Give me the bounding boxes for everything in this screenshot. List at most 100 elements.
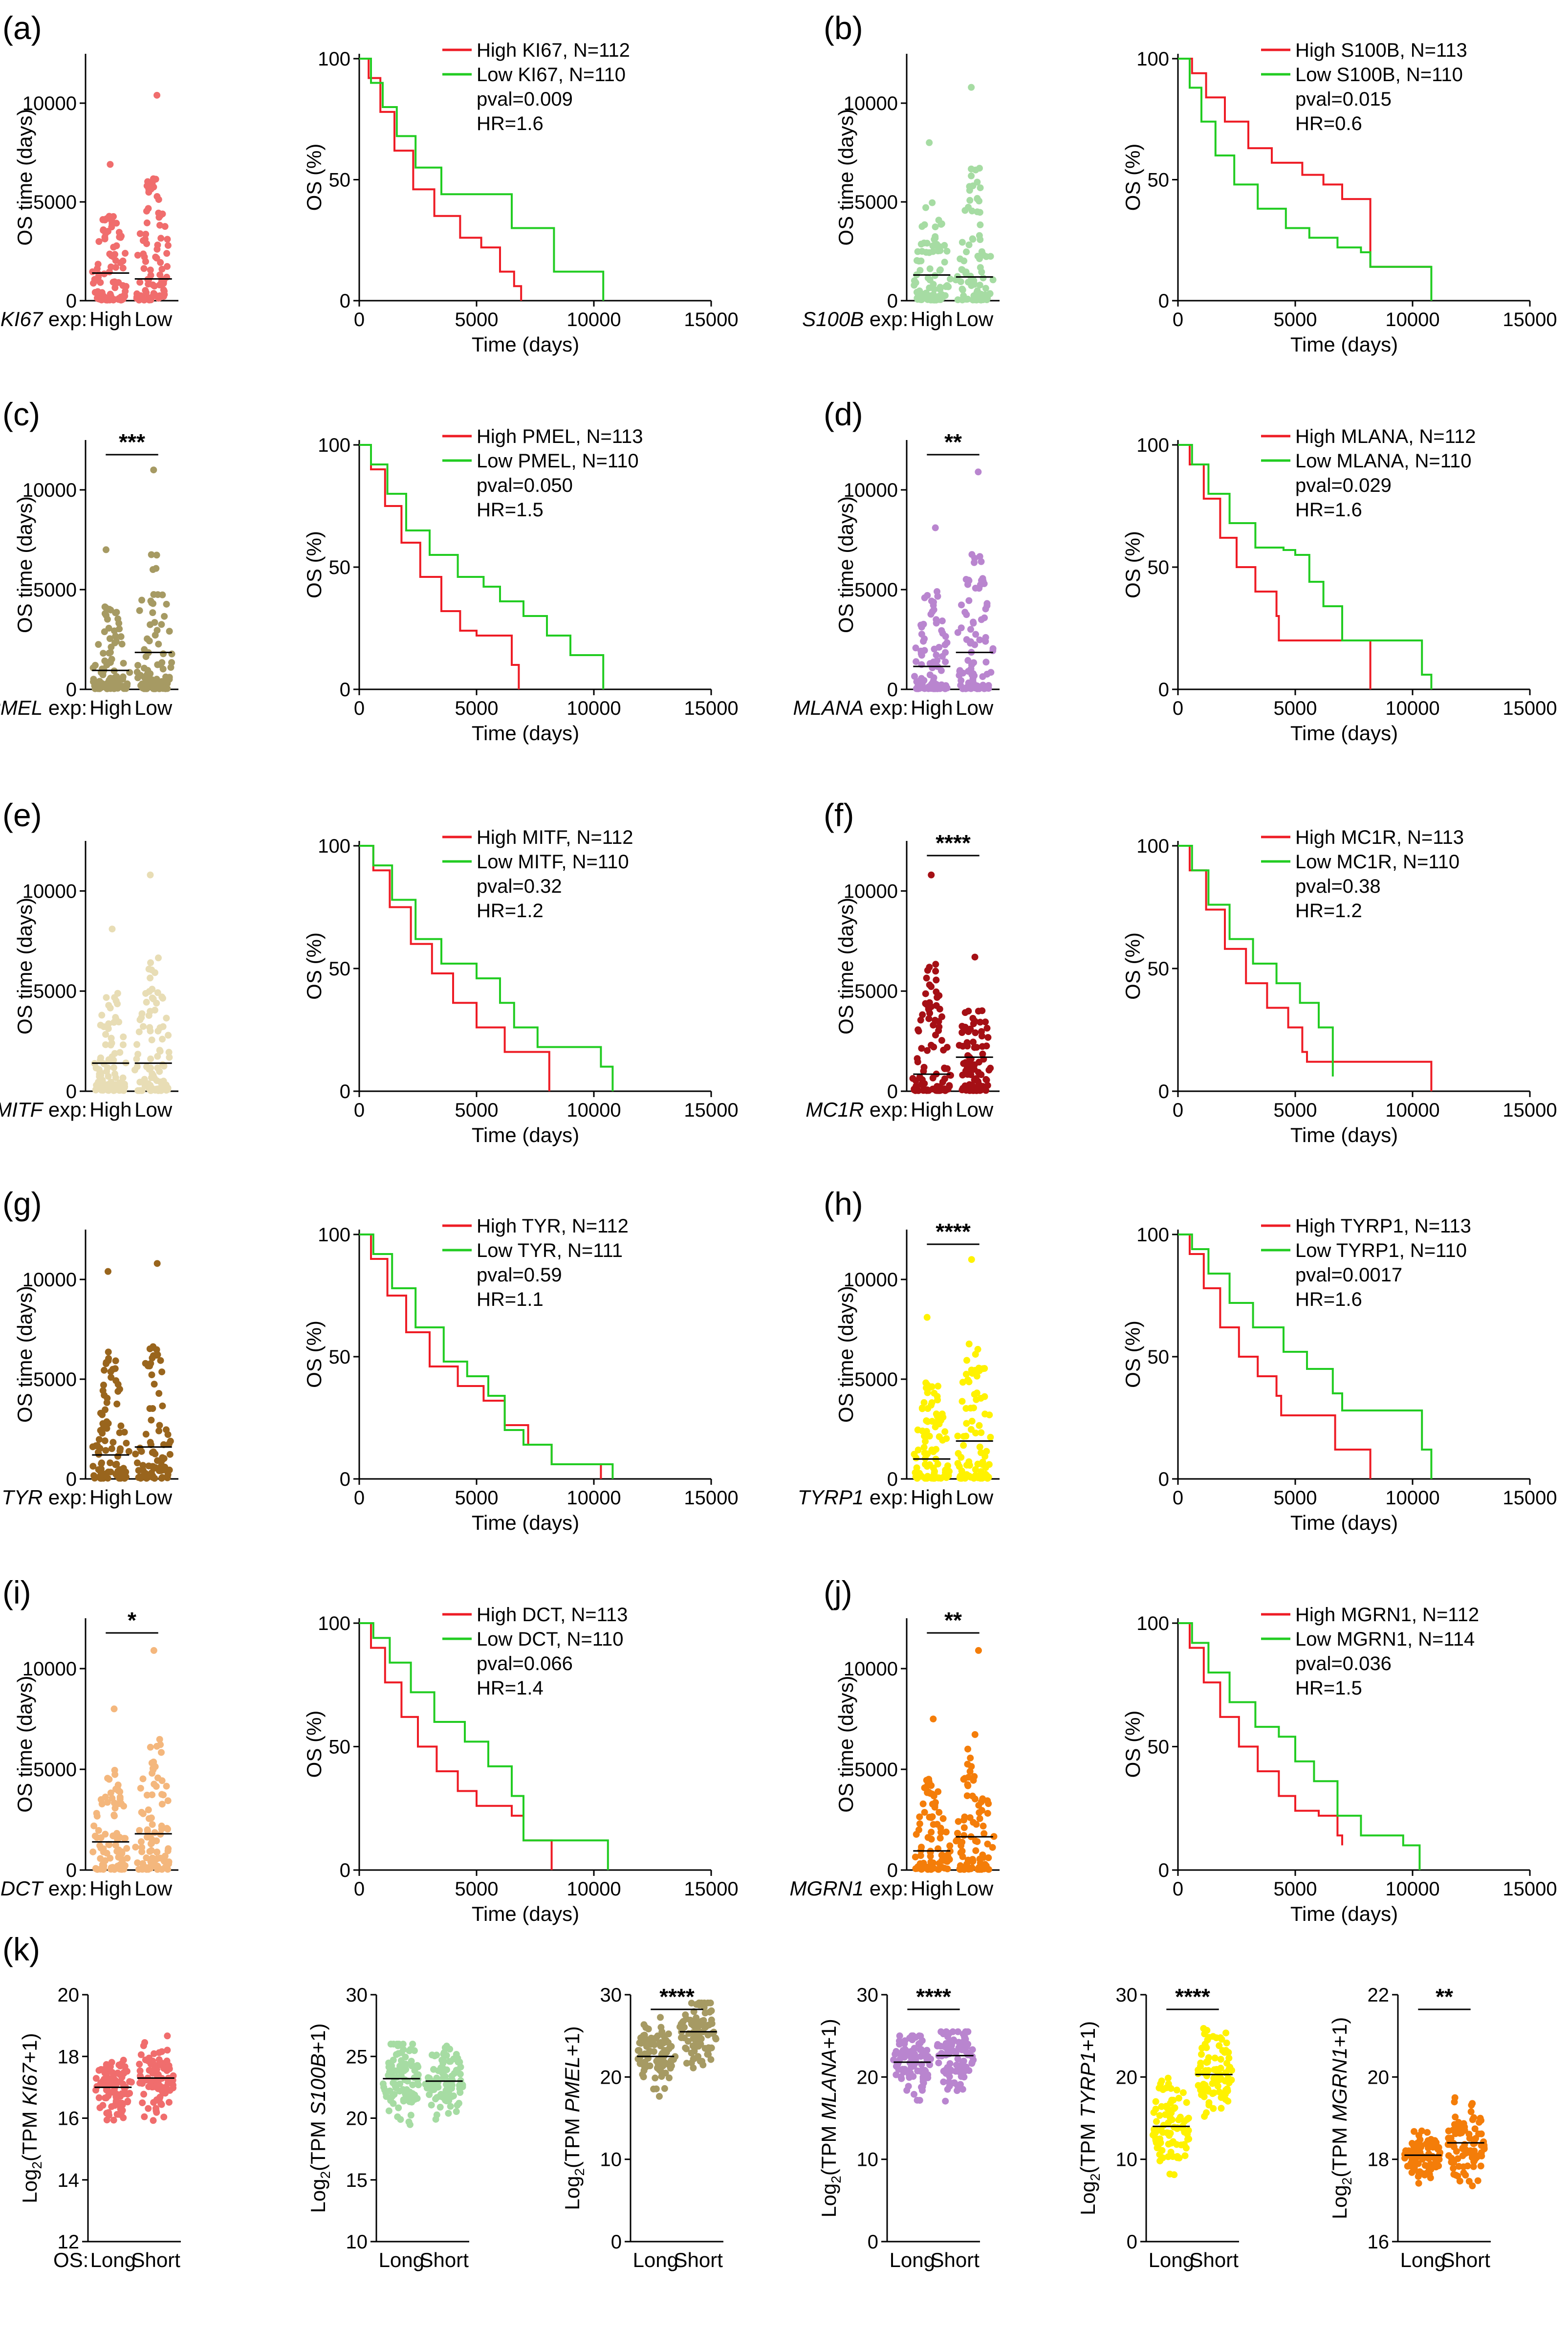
axis-title-part: MGRN1 [1328, 2048, 1351, 2122]
data-point [140, 250, 147, 258]
data-point [973, 1821, 980, 1828]
km-x-tick-label: 15000 [684, 309, 738, 330]
significance-stars: **** [916, 1984, 951, 2009]
data-point [155, 209, 162, 217]
data-point [91, 276, 98, 283]
data-point [1468, 2154, 1476, 2161]
data-point [111, 284, 119, 291]
y-tick-label: 5000 [854, 1759, 898, 1781]
data-point [917, 621, 925, 629]
data-point [114, 1785, 121, 1793]
data-point [120, 684, 128, 691]
panel-label: (b) [824, 10, 863, 46]
y-tick-label: 0 [66, 679, 77, 701]
data-point [110, 1705, 118, 1713]
data-point [917, 2032, 924, 2040]
km-y-axis-title: OS (%) [303, 1711, 326, 1778]
y-tick-label: 5000 [854, 579, 898, 601]
data-point [964, 1781, 971, 1788]
data-point [962, 576, 970, 583]
data-point [117, 234, 124, 241]
data-point [985, 1474, 992, 1481]
data-point [92, 1064, 100, 1072]
y-tick-label: 25 [346, 2046, 368, 2068]
data-point [954, 2055, 961, 2063]
data-point [151, 1381, 158, 1388]
data-point [105, 1025, 112, 1032]
data-point [163, 250, 171, 257]
data-point [111, 1805, 119, 1812]
data-point [1470, 2163, 1477, 2170]
legend-pval: pval=0.036 [1295, 1653, 1392, 1674]
data-point [159, 1035, 166, 1043]
data-point [110, 1057, 117, 1064]
data-point [450, 2092, 457, 2099]
data-point [118, 640, 126, 648]
group-label-short: Short [931, 2248, 980, 2271]
data-point [934, 1821, 941, 1828]
data-point [943, 1435, 950, 1442]
data-point [935, 2059, 942, 2067]
data-point [971, 1018, 979, 1025]
legend-hr: HR=1.2 [1295, 900, 1362, 922]
data-point [937, 220, 945, 228]
data-point [943, 1044, 951, 1051]
data-point [1433, 2139, 1440, 2146]
data-point [914, 1055, 921, 1062]
data-point [1450, 2165, 1457, 2172]
legend-low: Low MC1R, N=110 [1295, 851, 1459, 873]
km-y-tick-label: 50 [1148, 170, 1170, 191]
data-point [976, 585, 983, 592]
data-point [971, 953, 979, 961]
data-point [119, 673, 127, 681]
km-y-tick-label: 100 [1136, 1613, 1169, 1634]
exp-suffix: exp: [43, 696, 87, 719]
data-point [976, 553, 983, 560]
exp-suffix: exp: [43, 308, 87, 330]
data-point [940, 2078, 947, 2086]
data-point [918, 295, 926, 303]
y-tick-label: 0 [887, 290, 898, 312]
data-point [158, 1866, 166, 1873]
group-label-long: Long [379, 2248, 424, 2271]
data-point [102, 1031, 109, 1038]
data-point [963, 1357, 971, 1364]
data-point [166, 628, 173, 635]
data-point [158, 265, 166, 273]
axis-title-part: (TPM [18, 2106, 41, 2161]
km-x-tick-label: 5000 [455, 1100, 499, 1121]
data-point [684, 2038, 692, 2045]
data-point [141, 2113, 148, 2120]
data-point [927, 1790, 934, 1797]
data-point [958, 601, 965, 609]
legend-low: Low TYRP1, N=110 [1295, 1240, 1467, 1261]
data-point [980, 274, 987, 282]
km-legend: High S100B, N=113 Low S100B, N=110pval=0.… [1261, 40, 1467, 134]
km-line-high [1178, 1622, 1343, 1846]
data-point [1218, 2105, 1225, 2112]
data-point [925, 1015, 933, 1022]
y-tick-label: 20 [857, 2067, 879, 2088]
data-point [125, 1448, 132, 1455]
data-point [153, 1849, 161, 1856]
km-x-tick-label: 0 [1173, 1487, 1183, 1509]
km-x-tick-label: 10000 [566, 1100, 621, 1121]
km-line-high [1178, 1233, 1372, 1479]
data-point [929, 1813, 936, 1820]
data-point [150, 1647, 157, 1654]
data-point [108, 1035, 115, 1042]
data-point [974, 195, 981, 202]
data-point [159, 1402, 166, 1409]
data-point [139, 1467, 147, 1474]
data-point [651, 2041, 658, 2048]
data-point [148, 551, 155, 558]
data-point [107, 1789, 114, 1797]
data-point [112, 1074, 119, 1081]
legend-pval: pval=0.59 [477, 1264, 562, 1286]
data-point [960, 2057, 967, 2065]
km-x-tick-label: 5000 [1274, 309, 1317, 330]
data-point [1217, 2056, 1224, 2063]
data-point [394, 2042, 402, 2049]
data-point [937, 1475, 944, 1482]
data-point [1184, 2136, 1191, 2143]
